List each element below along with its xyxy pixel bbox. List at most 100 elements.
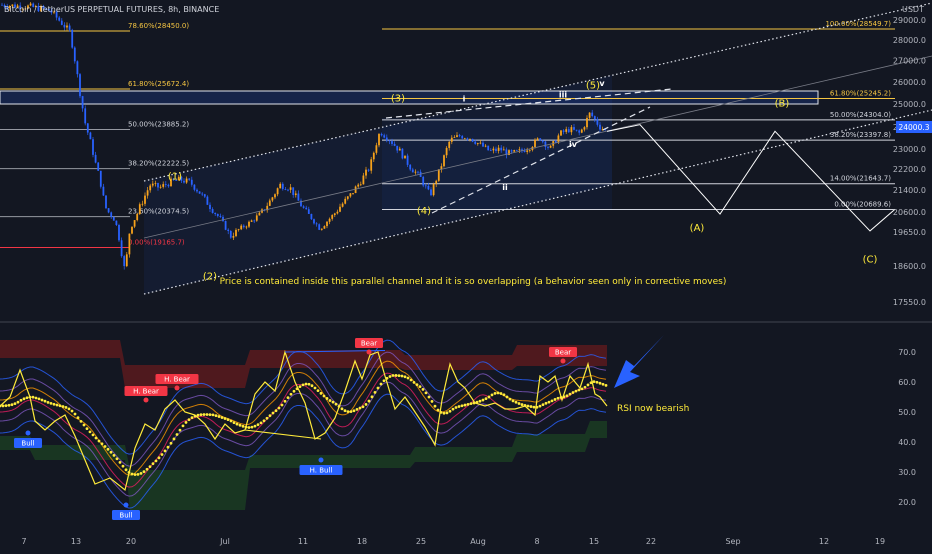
candle-body — [274, 194, 276, 198]
candle-body — [495, 148, 497, 151]
rsi-ma-dot — [499, 392, 503, 395]
time-axis[interactable]: 7 13 20 Jul 11 18 25 Aug 8 15 22 Sep 12 19 — [21, 537, 885, 546]
candle-body — [255, 215, 258, 221]
signal-badge — [299, 465, 343, 475]
rsi-lower-band — [0, 393, 607, 509]
fib-left-label: 23.60%(20374.5) — [128, 208, 189, 216]
candle-body — [115, 220, 118, 225]
candle-body — [183, 180, 185, 183]
candle-body — [1, 4, 3, 6]
rsi-ma-dot — [394, 374, 398, 377]
rsi-ma-dot — [580, 387, 584, 391]
candle-body — [508, 150, 510, 155]
rsi-ma-dot — [76, 416, 80, 420]
time-tick-label: Jul — [219, 537, 230, 546]
candle-body — [365, 169, 367, 176]
candle-body — [346, 196, 349, 199]
candle-body — [79, 74, 81, 97]
candle-body — [560, 130, 562, 136]
rsi-ma-dot — [409, 378, 413, 382]
rsi-ma-dot — [37, 397, 41, 401]
signal-badge — [355, 338, 383, 348]
candle-body — [185, 178, 188, 183]
rsi-ma-dot — [25, 396, 29, 400]
rsi-ma-dot — [457, 405, 461, 408]
candle-body — [396, 145, 399, 151]
rsi-ma-dot — [433, 404, 437, 408]
price-axis[interactable]: USDT 17550.0 18600.0 19650.0 20600.0 21400.0… — [893, 5, 932, 307]
rsi-ma-dot — [313, 386, 317, 390]
candle-body — [424, 185, 427, 187]
rsi-bands — [0, 339, 608, 509]
rsi-ma-dot — [469, 402, 473, 406]
rsi-ma-dot — [181, 424, 185, 428]
fib-left-label: 38.20%(22222.5) — [128, 160, 189, 168]
rsi-ma-dot — [322, 394, 326, 398]
wave-label: i — [463, 95, 466, 104]
candle-body — [513, 150, 516, 152]
price-tick-label: 21400.0 — [893, 186, 926, 195]
rsi-ma-dot — [175, 433, 179, 436]
candle-body — [401, 148, 404, 159]
candle-body — [281, 183, 284, 190]
rsi-ma-dot — [106, 447, 110, 451]
candle-body — [92, 139, 94, 155]
rsi-ma-dot — [142, 470, 146, 474]
candle-body — [463, 138, 466, 140]
candle-body — [409, 164, 412, 170]
candle-body — [19, 5, 22, 10]
candle-body — [599, 124, 601, 130]
candle-body — [578, 130, 581, 133]
candle-body — [549, 145, 552, 148]
fib-right-label: 100.00%(28549.7) — [825, 20, 891, 28]
rsi-ma-dot — [196, 413, 200, 417]
candle-body — [310, 213, 313, 220]
rsi-ma-dot — [325, 397, 329, 400]
candle-body — [63, 24, 66, 28]
rsi-ma-dot — [253, 424, 257, 428]
signal-dot — [318, 457, 324, 463]
rsi-ma-dot — [85, 427, 89, 430]
wave-label: (C) — [863, 255, 878, 266]
rsi-ma-dot — [520, 403, 524, 406]
candle-body — [89, 132, 92, 140]
rsi-ma-dot — [379, 382, 383, 386]
rsi-ma-dot — [235, 422, 239, 426]
candle-body — [388, 140, 391, 142]
candle-body — [11, 4, 14, 7]
rsi-tick-label: 40.0 — [898, 438, 916, 447]
currency-label: USDT — [902, 5, 924, 14]
candle-body — [6, 6, 9, 9]
rsi-ma-dot — [55, 403, 59, 407]
candle-body — [258, 212, 261, 216]
rsi-ma-dot — [13, 402, 17, 406]
candle-body — [167, 184, 170, 187]
price-panel[interactable]: 78.60%(28450.0) 61.80%(25672.4) 50.00%(238… — [0, 2, 932, 295]
rsi-ma-dot — [571, 391, 575, 394]
candle-body — [94, 154, 97, 163]
rsi-ma-dot — [31, 395, 35, 399]
candle-body — [417, 171, 419, 173]
rsi-ma-dot — [448, 409, 452, 413]
rsi-ma-dot — [586, 383, 590, 387]
candle-body — [211, 209, 214, 213]
rsi-ma-dot — [61, 405, 65, 408]
candle-body — [53, 11, 55, 13]
rsi-ma-dot — [514, 400, 518, 404]
candle-body — [24, 8, 27, 10]
rsi-panel[interactable]: Bull Bull H. Bear H. Bear Bear Bear H. Bull RS… — [0, 335, 689, 520]
last-price-label: 24000.3 — [898, 123, 929, 132]
candle-body — [240, 225, 243, 230]
candle-body — [375, 145, 378, 153]
candle-body — [430, 189, 432, 196]
candle-body — [81, 96, 84, 109]
candle-body — [42, 6, 45, 9]
rsi-axis[interactable]: 20.0 30.0 40.0 50.0 60.0 70.0 — [898, 348, 916, 507]
time-tick-label: Aug — [470, 537, 486, 546]
candle-body — [66, 25, 68, 28]
candle-body — [45, 8, 48, 10]
rsi-tick-label: 30.0 — [898, 468, 916, 477]
rsi-ma-dot — [229, 419, 233, 423]
candle-body — [287, 189, 289, 191]
candle-body — [391, 141, 393, 144]
